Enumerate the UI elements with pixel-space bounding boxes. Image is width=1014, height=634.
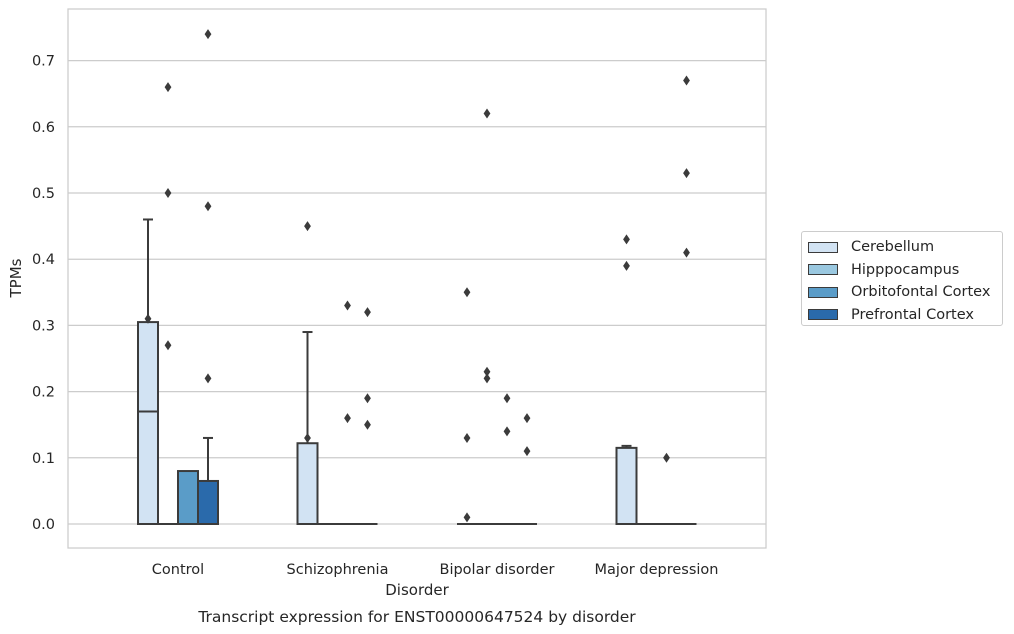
outlier-point (483, 366, 491, 377)
legend-swatch (808, 309, 838, 321)
legend: Cerebellum Hipppocampus Orbitofontal Corte… (801, 231, 1003, 326)
box-marks (137, 29, 697, 526)
outlier-point (483, 373, 491, 384)
box (197, 479, 219, 525)
outlier-point (304, 432, 311, 443)
y-tick-label: 0.7 (32, 54, 55, 70)
legend-swatch (808, 286, 838, 298)
box-group (457, 287, 477, 525)
outlier-point (683, 168, 690, 179)
outlier-point (483, 108, 491, 119)
outlier-point (523, 446, 531, 457)
outlier-point (204, 373, 212, 384)
outlier-point (164, 82, 172, 93)
box-group (615, 234, 638, 525)
outlier-point (683, 247, 690, 258)
outlier-point (523, 413, 531, 424)
box (296, 442, 319, 525)
y-tick-label: 0.0 (32, 517, 55, 533)
x-tick-label: Bipolar disorder (440, 562, 555, 578)
outlier-point (623, 260, 630, 271)
x-tick-label: Control (152, 562, 204, 578)
y-tick-label: 0.1 (32, 451, 55, 467)
x-axis-label: Disorder (385, 581, 449, 599)
y-tick-label: 0.5 (32, 186, 55, 202)
outlier-point (364, 307, 371, 318)
box-group (158, 82, 178, 525)
outlier-point (463, 432, 471, 443)
box-group (676, 75, 697, 525)
outlier-point (344, 300, 351, 311)
legend-label: Orbitofontal Cortex (851, 284, 991, 301)
outlier-point (204, 201, 212, 212)
gridlines (68, 59, 766, 525)
legend-label: Hipppocampus (851, 261, 960, 278)
box-group (477, 108, 497, 525)
y-tick-label: 0.2 (32, 385, 55, 401)
y-tick-label: 0.4 (32, 252, 55, 268)
legend-item: Prefrontal Cortex (808, 304, 1002, 327)
outlier-point (463, 512, 471, 523)
y-tick-label: 0.6 (32, 120, 55, 136)
outlier-point (344, 413, 351, 424)
x-tick-labels: Control Schizophrenia Bipolar disorder Majo… (152, 562, 719, 578)
box-group (357, 307, 378, 525)
x-tick-label: Schizophrenia (287, 562, 389, 578)
legend-swatch (808, 264, 838, 276)
y-axis-label: TPMs (7, 258, 25, 298)
outlier-point (304, 221, 311, 232)
box-group (656, 452, 677, 525)
box (615, 446, 638, 525)
x-tick-label: Major depression (595, 562, 719, 578)
box-group (517, 413, 537, 525)
legend-label: Prefrontal Cortex (851, 306, 974, 323)
legend-label: Cerebellum (851, 239, 935, 256)
outlier-point (144, 313, 152, 324)
outlier-point (623, 234, 630, 245)
outlier-point (364, 419, 371, 430)
outlier-point (463, 287, 471, 298)
legend-swatch (808, 241, 838, 253)
box-group (177, 470, 199, 526)
outlier-point (503, 426, 511, 437)
chart-title: Transcript expression for ENST0000064752… (197, 608, 636, 626)
legend-item: Cerebellum (808, 236, 1002, 259)
box (137, 321, 159, 525)
y-tick-labels: 0.0 0.1 0.2 0.3 0.4 0.5 0.6 0.7 (32, 54, 55, 533)
outlier-point (503, 393, 511, 404)
outlier-point (364, 393, 371, 404)
box-group (197, 29, 219, 525)
box-group (337, 300, 358, 525)
legend-item: Orbitofontal Cortex (808, 281, 1002, 304)
box-group (497, 393, 517, 525)
box-group (296, 221, 319, 525)
y-tick-label: 0.3 (32, 318, 55, 334)
outlier-point (663, 452, 670, 463)
legend-item: Hipppocampus (808, 259, 1002, 282)
plot-frame (67, 8, 767, 549)
outlier-point (164, 188, 172, 198)
box (177, 470, 199, 526)
box-group (137, 218, 159, 525)
outlier-point (683, 75, 690, 86)
outlier-point (204, 29, 212, 40)
outlier-point (164, 340, 172, 351)
